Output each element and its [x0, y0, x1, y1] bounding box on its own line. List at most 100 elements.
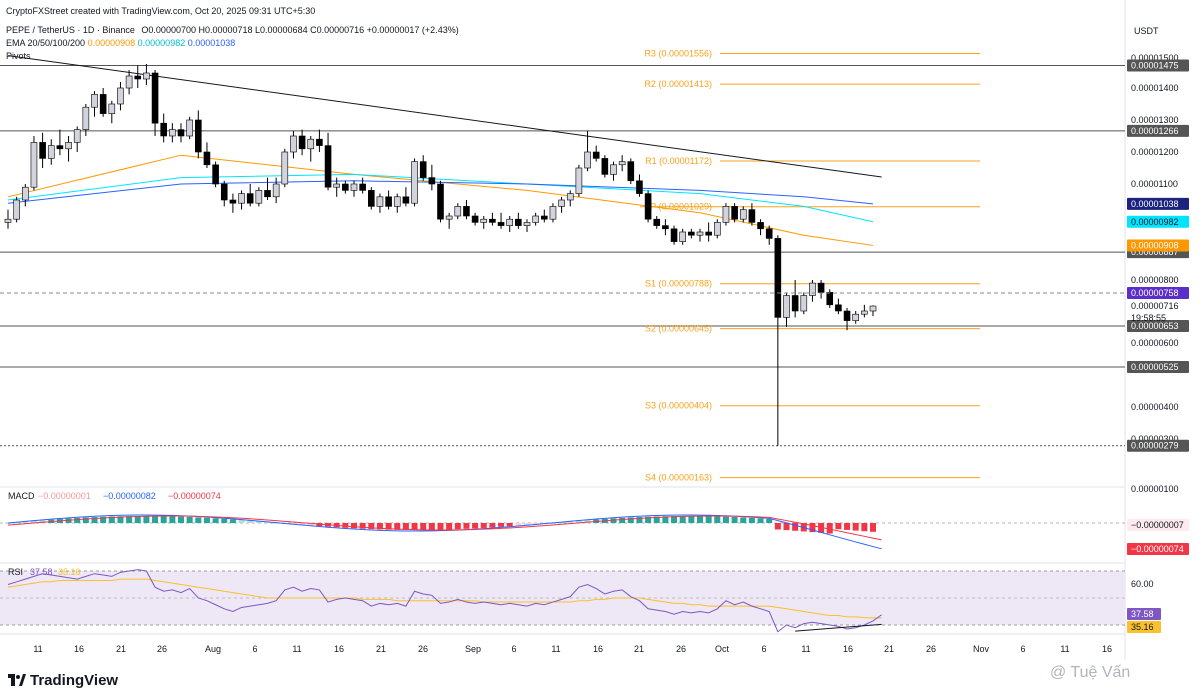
- macd-histogram-bar: [229, 519, 236, 523]
- macd-histogram-bar: [74, 517, 81, 523]
- candle-body: [532, 215, 539, 223]
- candle-body: [644, 193, 652, 220]
- macd-histogram-bar: [705, 516, 712, 523]
- candle-body: [342, 183, 349, 191]
- candle-body: [489, 218, 496, 223]
- macd-hist-value: −0.00000001: [38, 491, 91, 501]
- candle-body: [662, 225, 669, 230]
- candle-body: [497, 222, 505, 226]
- macd-signal-badge: [1127, 543, 1189, 555]
- candle-body: [791, 295, 799, 312]
- macd-histogram-bar: [437, 523, 444, 530]
- price-badge: [1127, 287, 1189, 300]
- macd-histogram-bar: [30, 520, 37, 523]
- macd-histogram-bar: [783, 523, 790, 531]
- x-tick-label: 6: [511, 644, 516, 654]
- y-tick-label: 0.00000400: [1131, 402, 1179, 412]
- candle-body: [610, 164, 617, 175]
- candle-body: [618, 161, 626, 166]
- currency-label[interactable]: USDT: [1134, 26, 1159, 36]
- macd-histogram-bar: [5, 523, 11, 524]
- ema100-line: [7, 180, 874, 205]
- x-tick-label: 16: [74, 644, 84, 654]
- macd-line-value: −0.00000082: [103, 491, 156, 501]
- macd-histogram-bar: [826, 523, 833, 534]
- candle-body: [852, 313, 860, 321]
- macd-histogram-bar: [610, 518, 617, 523]
- macd-histogram-bar: [653, 516, 660, 523]
- candle-body: [333, 183, 341, 188]
- candle-body: [688, 231, 695, 236]
- candle-body: [177, 129, 185, 137]
- candle-body: [739, 209, 747, 220]
- macd-histogram-bar: [558, 522, 565, 524]
- y-tick-label: 0.00000100: [1131, 484, 1179, 494]
- macd-histogram-bar: [385, 523, 392, 530]
- pivots-legend[interactable]: Pivots: [6, 51, 31, 61]
- macd-histogram-bar: [91, 517, 98, 523]
- macd-histogram-bar: [809, 523, 816, 533]
- ohlc-values: O0.00000700 H0.00000718 L0.00000684 C0.0…: [141, 25, 459, 35]
- macd-histogram-bar: [203, 517, 210, 523]
- candle-body: [99, 94, 107, 114]
- candle-body: [765, 228, 773, 239]
- macd-histogram-bar: [299, 523, 306, 525]
- symbol-label[interactable]: PEPE / TetherUS · 1D · Binance: [6, 25, 135, 35]
- x-tick-label: 6: [761, 644, 766, 654]
- macd-histogram-bar: [238, 520, 245, 523]
- tradingview-logo[interactable]: TradingView: [8, 672, 118, 689]
- candle-body: [584, 151, 591, 169]
- macd-histogram-bar: [835, 523, 842, 530]
- ema-legend[interactable]: EMA 20/50/100/200 0.00000908 0.00000982 …: [6, 38, 235, 49]
- watermark-text: @ Tuệ Vấn: [1050, 664, 1131, 681]
- tradingview-icon: [8, 674, 26, 686]
- candle-body: [359, 183, 366, 191]
- candle-body: [195, 119, 202, 153]
- candle-body: [134, 75, 142, 80]
- candle-body: [653, 218, 661, 226]
- candle-body: [65, 142, 72, 150]
- pivot-label: S1 (0.00000788): [645, 279, 712, 289]
- candle-body: [56, 145, 64, 150]
- macd-histogram-bar: [844, 523, 851, 530]
- macd-histogram-bar: [13, 522, 20, 524]
- candle-body: [506, 218, 514, 226]
- macd-histogram-bar: [39, 520, 46, 523]
- y-tick-label: 0.00001400: [1131, 83, 1179, 93]
- macd-histogram-bar: [818, 523, 825, 533]
- candle-body: [445, 215, 453, 220]
- macd-histogram-bar: [662, 516, 669, 523]
- x-tick-label: 16: [334, 644, 344, 654]
- macd-histogram-bar: [411, 523, 418, 530]
- macd-histogram-bar: [290, 523, 297, 525]
- rsi-ma-value: 35.16: [58, 567, 81, 577]
- candle-body: [843, 310, 851, 321]
- ema100-value: 0.00001038: [187, 38, 236, 48]
- rsi-badge-label: 37.58: [1131, 609, 1154, 619]
- candle-body: [393, 196, 401, 207]
- x-tick-label: Oct: [715, 644, 730, 654]
- macd-histogram-bar: [221, 518, 228, 523]
- macd-histogram-bar: [472, 523, 479, 529]
- candle-body: [480, 218, 488, 223]
- macd-histogram-bar: [506, 523, 513, 527]
- candle-body: [385, 196, 392, 207]
- candle-body: [160, 122, 167, 137]
- candle-body: [376, 196, 384, 207]
- candle-body: [307, 138, 315, 150]
- macd-histogram-bar: [420, 523, 427, 530]
- level-badge: [1127, 59, 1189, 72]
- macd-histogram-bar: [679, 516, 686, 523]
- candle-body: [471, 215, 479, 223]
- level-badge: [1127, 124, 1189, 137]
- macd-histogram-bar: [428, 523, 435, 530]
- macd-histogram-bar: [748, 517, 755, 523]
- brand-name: TradingView: [30, 672, 119, 689]
- candle-body: [636, 180, 643, 194]
- countdown-label: 19:58:55: [1131, 313, 1166, 323]
- candle-body: [549, 206, 557, 220]
- level-badge: [1127, 320, 1189, 333]
- candle-body: [402, 196, 410, 204]
- macd-histogram-bar: [792, 523, 799, 531]
- price-badge-label: 0.00001038: [1131, 199, 1179, 209]
